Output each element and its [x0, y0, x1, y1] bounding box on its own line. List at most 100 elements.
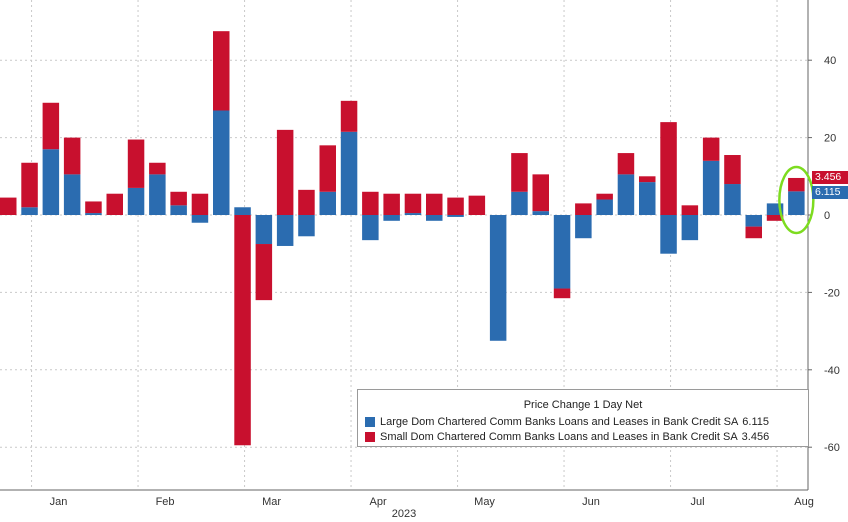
bar-small-banks — [426, 193, 443, 215]
legend-swatch-large-banks — [365, 416, 375, 427]
legend-swatch-small-banks — [365, 431, 375, 442]
x-tick-label: Jun — [582, 496, 600, 508]
bar-small-banks — [532, 174, 549, 212]
bar-small-banks — [468, 195, 486, 215]
bar-large-banks — [766, 203, 784, 215]
bar-large-banks — [511, 191, 528, 215]
bar-large-banks — [383, 215, 400, 221]
bar-small-banks — [383, 193, 400, 215]
bar-small-banks — [255, 244, 273, 301]
bar-large-banks — [340, 131, 358, 215]
bar-small-banks — [553, 288, 571, 299]
bar-small-banks — [85, 201, 102, 214]
y-tick-label: -20 — [824, 287, 840, 299]
x-tick-label: Mar — [262, 496, 281, 508]
bar-large-banks — [681, 215, 699, 241]
bar-small-banks — [63, 137, 81, 175]
bars — [0, 31, 805, 446]
bar-large-banks — [532, 211, 549, 215]
bar-large-banks — [85, 213, 102, 215]
y-tick-label: 40 — [824, 55, 836, 67]
bar-large-banks — [489, 215, 507, 341]
bar-large-banks — [596, 199, 613, 215]
bar-large-banks — [447, 215, 464, 217]
bar-small-banks — [149, 162, 166, 175]
bar-small-banks — [213, 31, 230, 111]
bar-large-banks — [426, 215, 443, 221]
bar-large-banks — [234, 207, 251, 215]
tag-small-banks-last: 3.456 — [812, 171, 848, 184]
x-axis: JanFebMarAprMayJunJulAugSep — [0, 489, 814, 508]
last-value-highlight-ellipse — [778, 165, 815, 235]
bar-small-banks — [639, 176, 656, 183]
y-tick-label: 20 — [824, 133, 836, 145]
bar-large-banks — [63, 174, 81, 215]
bar-small-banks — [170, 191, 187, 206]
bar-large-banks — [745, 215, 762, 227]
bar-large-banks — [702, 160, 720, 215]
bar-small-banks — [319, 145, 336, 192]
bar-large-banks — [276, 215, 294, 246]
bar-large-banks — [724, 184, 741, 215]
x-tick-label: Aug — [794, 496, 814, 508]
bar-small-banks — [575, 203, 592, 215]
bar-small-banks — [340, 100, 358, 132]
bar-small-banks — [447, 197, 464, 215]
bar-large-banks — [617, 174, 635, 215]
bar-small-banks — [596, 193, 613, 200]
y-tick-label: -60 — [824, 442, 840, 454]
x-tick-label: Jul — [691, 496, 705, 508]
bar-large-banks — [213, 110, 230, 215]
bar-small-banks — [617, 153, 635, 175]
legend-label-large-banks: Large Dom Chartered Comm Banks Loans and… — [380, 415, 739, 428]
x-tick-label: Apr — [369, 496, 386, 508]
bar-large-banks — [639, 182, 656, 215]
bar-large-banks — [362, 215, 379, 241]
bar-large-banks — [149, 174, 166, 215]
legend-value-large-banks: 6.115 — [742, 415, 770, 428]
bar-small-banks — [106, 193, 123, 215]
bar-large-banks — [788, 191, 805, 215]
bar-small-banks — [724, 155, 741, 185]
y-tick-label: 0 — [824, 210, 830, 222]
x-tick-label: Jan — [50, 496, 68, 508]
bar-small-banks — [660, 122, 677, 215]
bar-small-banks — [234, 215, 251, 446]
bar-large-banks — [170, 205, 187, 215]
bar-large-banks — [42, 149, 60, 215]
bar-small-banks — [276, 129, 294, 215]
legend-entry-small-banks: Small Dom Chartered Comm Banks Loans and… — [358, 429, 808, 444]
bar-large-banks — [127, 187, 145, 215]
x-tick-label: May — [474, 496, 495, 508]
bar-small-banks — [191, 193, 209, 215]
bar-small-banks — [788, 177, 805, 192]
bar-small-banks — [681, 205, 699, 215]
bar-small-banks — [745, 226, 762, 239]
x-axis-title: 2023 — [392, 508, 416, 520]
bar-small-banks — [404, 193, 422, 214]
bar-large-banks — [298, 215, 315, 237]
legend-label-small-banks: Small Dom Chartered Comm Banks Loans and… — [380, 430, 738, 443]
legend-title: Price Change 1 Day Net — [523, 399, 643, 411]
bar-small-banks — [702, 137, 720, 161]
y-tick-label: -40 — [824, 365, 840, 377]
bar-large-banks — [553, 215, 571, 289]
bar-large-banks — [191, 215, 209, 223]
tag-large-banks-last: 6.115 — [812, 186, 848, 199]
bar-large-banks — [404, 213, 422, 215]
x-tick-label: Feb — [156, 496, 175, 508]
bar-small-banks — [127, 139, 145, 188]
bar-small-banks — [362, 191, 379, 215]
legend: Price Change 1 Day Net Large Dom Charter… — [357, 389, 809, 447]
legend-entry-large-banks: Large Dom Chartered Comm Banks Loans and… — [358, 414, 808, 429]
bar-large-banks — [319, 191, 336, 215]
bar-small-banks — [0, 197, 17, 215]
bar-large-banks — [575, 215, 592, 239]
y-axis: 40 20 0 -20 -40 -60 — [807, 0, 840, 490]
bar-large-banks — [255, 215, 273, 245]
bar-small-banks — [766, 215, 784, 221]
bar-small-banks — [511, 153, 528, 192]
bar-large-banks — [660, 215, 677, 254]
bar-small-banks — [42, 102, 60, 150]
